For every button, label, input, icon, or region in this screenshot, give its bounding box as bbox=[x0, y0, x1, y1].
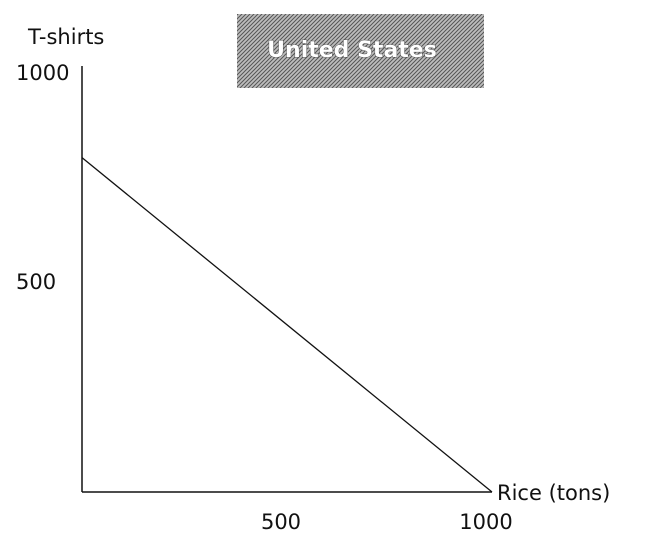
x-tick-label: 500 bbox=[261, 510, 301, 534]
y-tick-label: 1000 bbox=[16, 61, 69, 85]
title-box bbox=[237, 14, 484, 88]
y-tick-label: 500 bbox=[16, 270, 56, 294]
data-line bbox=[81, 157, 493, 493]
x-axis-label: Rice (tons) bbox=[497, 481, 610, 505]
chart-title: United States bbox=[267, 38, 437, 63]
y-axis-label: T-shirts bbox=[27, 25, 104, 49]
x-tick-label: 1000 bbox=[459, 510, 512, 534]
